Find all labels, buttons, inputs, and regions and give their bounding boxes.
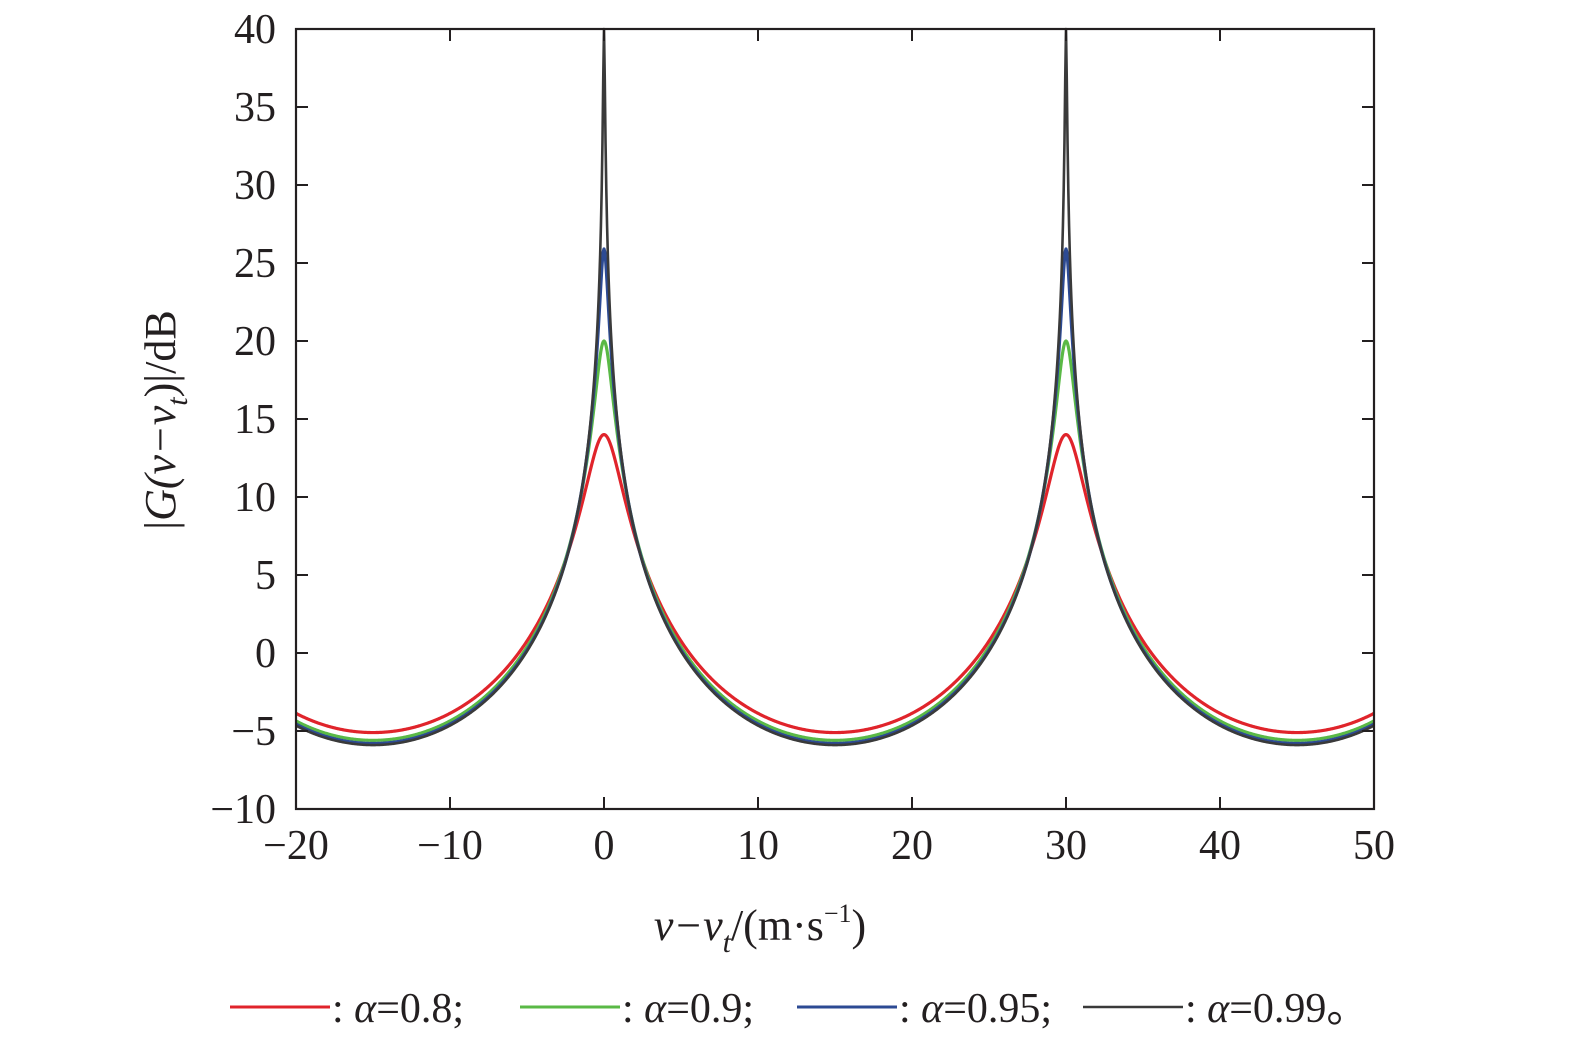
legend-label-4: : α=0.99。 — [1185, 986, 1368, 1032]
x-tick-labels: −20 −10 0 10 20 30 40 50 — [263, 823, 1395, 869]
x-tick-label: 50 — [1353, 823, 1395, 869]
series-line-3 — [295, 247, 1375, 746]
x-axis-title: v−vt/(m·s−1) — [654, 899, 866, 959]
legend-label-3: : α=0.95; — [899, 986, 1052, 1032]
y-tick-label: 25 — [234, 241, 276, 287]
axis-ticks — [295, 28, 1375, 810]
y-tick-label: −5 — [231, 709, 276, 755]
chart-curves — [295, 27, 1375, 747]
y-tick-label: 0 — [255, 631, 276, 677]
series-line-1 — [295, 433, 1375, 735]
y-tick-label: 30 — [234, 163, 276, 209]
legend-label-2: : α=0.9; — [622, 986, 754, 1032]
y-tick-label: 20 — [234, 319, 276, 365]
y-tick-label: −10 — [210, 787, 276, 833]
y-tick-label: 5 — [255, 553, 276, 599]
x-tick-label: 30 — [1045, 823, 1087, 869]
x-tick-label: −20 — [263, 823, 329, 869]
series-line-2 — [295, 339, 1375, 742]
x-tick-label: −10 — [417, 823, 483, 869]
x-tick-label: 10 — [737, 823, 779, 869]
y-tick-label: 35 — [234, 85, 276, 131]
legend: : α=0.8; : α=0.9; : α=0.95; : α=0.99。 — [230, 986, 1368, 1032]
y-tick-label: 40 — [234, 7, 276, 53]
y-tick-label: 10 — [234, 475, 276, 521]
y-tick-label: 15 — [234, 397, 276, 443]
x-tick-label: 20 — [891, 823, 933, 869]
x-tick-label: 40 — [1199, 823, 1241, 869]
series-line-4 — [295, 27, 1375, 747]
y-tick-labels: −10 −5 0 5 10 15 20 25 30 35 40 — [210, 7, 276, 833]
x-tick-label: 0 — [594, 823, 615, 869]
plot-frame — [294, 27, 1376, 811]
legend-label-1: : α=0.8; — [332, 986, 464, 1032]
y-axis-title: |G(v−vt)|/dB — [136, 310, 194, 529]
